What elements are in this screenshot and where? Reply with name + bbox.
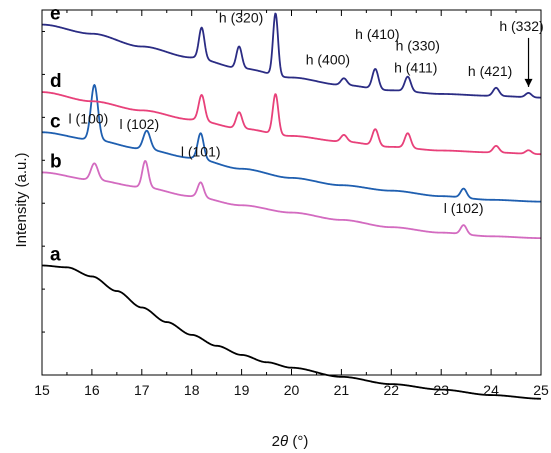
series-line-a xyxy=(41,264,542,400)
peak-annotation: l (102) xyxy=(444,200,484,216)
x-tick-label: 17 xyxy=(134,382,150,398)
x-tick-label: 19 xyxy=(234,382,250,398)
peak-annotation: h (330) xyxy=(396,38,440,54)
x-tick-label: 25 xyxy=(533,382,549,398)
x-tick-label: 16 xyxy=(84,382,100,398)
y-axis-title: Intensity (a.u.) xyxy=(13,152,30,247)
x-tick-label: 18 xyxy=(184,382,200,398)
panel-label-a: a xyxy=(50,245,61,266)
peak-annotation: h (320) xyxy=(219,9,263,25)
x-axis-title-theta: θ xyxy=(280,433,288,450)
peak-annotation: h (411) xyxy=(394,60,437,76)
x-tick-label: 20 xyxy=(284,382,300,398)
peak-annotation: l (101) xyxy=(181,143,221,159)
peak-annotation: l (102) xyxy=(119,116,159,132)
x-tick-label: 15 xyxy=(34,382,50,398)
x-tick-label: 23 xyxy=(433,382,449,398)
peak-annotation: h (400) xyxy=(306,51,350,67)
x-axis-title-suffix: (°) xyxy=(288,433,308,450)
panel-label-d: d xyxy=(50,71,62,92)
peak-annotation: l (100) xyxy=(69,110,109,126)
series-line-c xyxy=(41,83,542,203)
x-tick-label: 24 xyxy=(483,382,499,398)
x-tick-label: 22 xyxy=(384,382,400,398)
arrow-head-icon xyxy=(524,78,533,87)
panel-label-b: b xyxy=(50,151,62,172)
series-layer xyxy=(41,12,542,400)
axis-layer: 15 16 17 18 19 20 21 22 23 24 25 xyxy=(34,9,549,398)
x-tick-label: 21 xyxy=(334,382,350,398)
panel-label-c: c xyxy=(50,111,61,132)
series-line-d xyxy=(41,91,542,156)
peak-annotation: h (421) xyxy=(468,63,512,79)
series-line-b xyxy=(41,160,542,240)
x-axis-title: 2θ (°) xyxy=(272,433,309,450)
series-line-e xyxy=(41,12,542,99)
x-axis-title-prefix: 2 xyxy=(272,433,280,450)
panel-label-e: e xyxy=(50,4,61,25)
peak-annotation: h (332) xyxy=(499,18,543,34)
peak-annotation: h (410) xyxy=(355,26,399,42)
